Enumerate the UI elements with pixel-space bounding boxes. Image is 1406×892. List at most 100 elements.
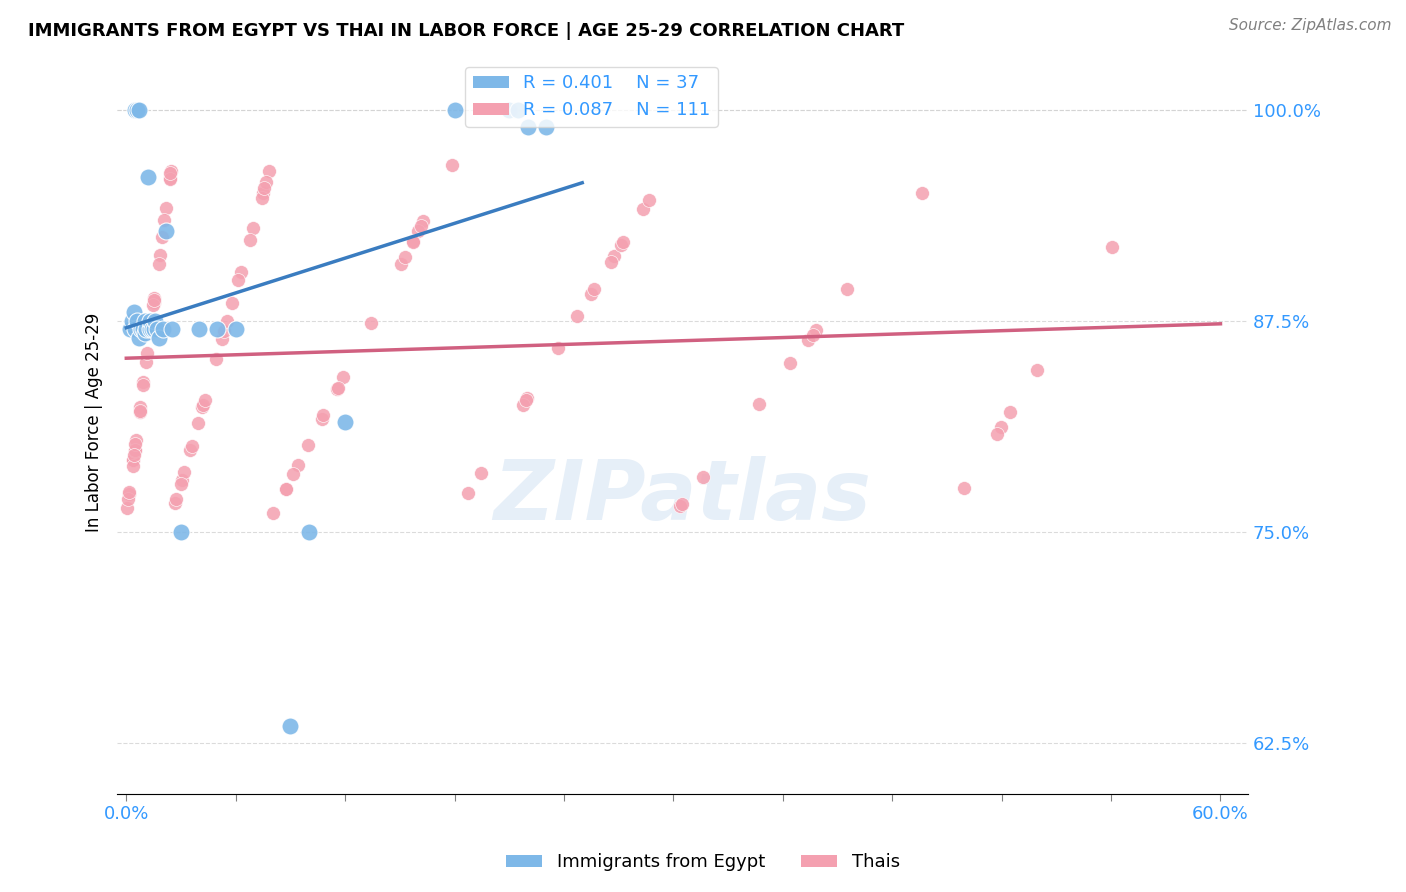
Point (409, 219, 432, 233)
Point (159, 166, 181, 180)
Point (801, 327, 824, 342)
Point (326, 381, 349, 395)
Point (283, 467, 305, 481)
Point (142, 322, 165, 336)
Point (274, 482, 297, 496)
Point (191, 400, 214, 414)
Point (326, 382, 349, 396)
Point (1025, 362, 1047, 376)
Point (129, 400, 152, 414)
Point (579, 287, 602, 301)
Point (160, 322, 183, 336)
Point (142, 298, 165, 312)
Point (311, 412, 333, 426)
Point (132, 376, 155, 390)
Point (215, 314, 238, 328)
Point (229, 265, 252, 279)
Point (498, 103, 520, 117)
Point (211, 333, 233, 347)
Point (402, 234, 425, 248)
Point (221, 296, 243, 310)
Point (274, 482, 297, 496)
Point (1101, 240, 1123, 254)
Point (121, 314, 143, 328)
Point (252, 186, 274, 200)
Point (136, 170, 159, 185)
Point (599, 255, 621, 269)
Point (127, 314, 149, 328)
Point (124, 443, 146, 458)
Point (612, 235, 634, 249)
Point (117, 500, 139, 515)
Point (127, 103, 149, 117)
Point (170, 524, 193, 539)
Point (165, 496, 187, 510)
Point (139, 322, 162, 336)
Point (443, 103, 465, 117)
Point (159, 171, 181, 186)
Point (149, 248, 172, 262)
Point (297, 437, 319, 451)
Point (155, 201, 177, 215)
Point (837, 282, 859, 296)
Point (583, 282, 606, 296)
Point (148, 331, 170, 345)
Legend: R = 0.401    N = 37, R = 0.087    N = 111: R = 0.401 N = 37, R = 0.087 N = 111 (465, 67, 717, 127)
Point (124, 437, 146, 451)
Point (457, 485, 479, 500)
Point (911, 186, 934, 201)
Y-axis label: In Labor Force | Age 25-29: In Labor Force | Age 25-29 (86, 312, 103, 532)
Point (141, 322, 163, 336)
Point (132, 322, 155, 336)
Point (128, 404, 150, 418)
Point (567, 309, 589, 323)
Point (515, 392, 537, 407)
Legend: Immigrants from Egypt, Thais: Immigrants from Egypt, Thais (499, 847, 907, 879)
Point (225, 322, 247, 336)
Point (118, 485, 141, 500)
Point (118, 322, 141, 336)
Point (254, 175, 277, 189)
Point (280, 719, 302, 733)
Point (129, 322, 152, 336)
Point (402, 235, 425, 249)
Point (952, 481, 974, 495)
Point (250, 191, 273, 205)
Point (242, 221, 264, 235)
Point (207, 322, 229, 336)
Point (990, 419, 1012, 434)
Text: ZIPatlas: ZIPatlas (494, 456, 872, 537)
Point (121, 458, 143, 473)
Point (124, 103, 146, 117)
Point (179, 442, 201, 457)
Point (128, 331, 150, 345)
Point (408, 224, 430, 238)
Point (534, 120, 557, 134)
Point (671, 497, 693, 511)
Point (603, 249, 626, 263)
Point (143, 291, 166, 305)
Point (257, 164, 280, 178)
Point (139, 326, 162, 340)
Point (360, 316, 382, 330)
Point (508, 103, 530, 117)
Point (165, 491, 187, 506)
Point (124, 443, 146, 458)
Point (143, 293, 166, 307)
Point (150, 229, 173, 244)
Point (633, 202, 655, 216)
Point (779, 356, 801, 370)
Point (212, 324, 235, 338)
Point (512, 398, 534, 412)
Point (136, 346, 159, 360)
Point (145, 314, 167, 328)
Point (637, 194, 659, 208)
Point (228, 273, 250, 287)
Point (1000, 405, 1022, 419)
Point (470, 466, 492, 480)
Point (148, 257, 170, 271)
Point (135, 322, 157, 336)
Point (122, 448, 145, 462)
Point (122, 305, 145, 319)
Point (332, 370, 354, 384)
